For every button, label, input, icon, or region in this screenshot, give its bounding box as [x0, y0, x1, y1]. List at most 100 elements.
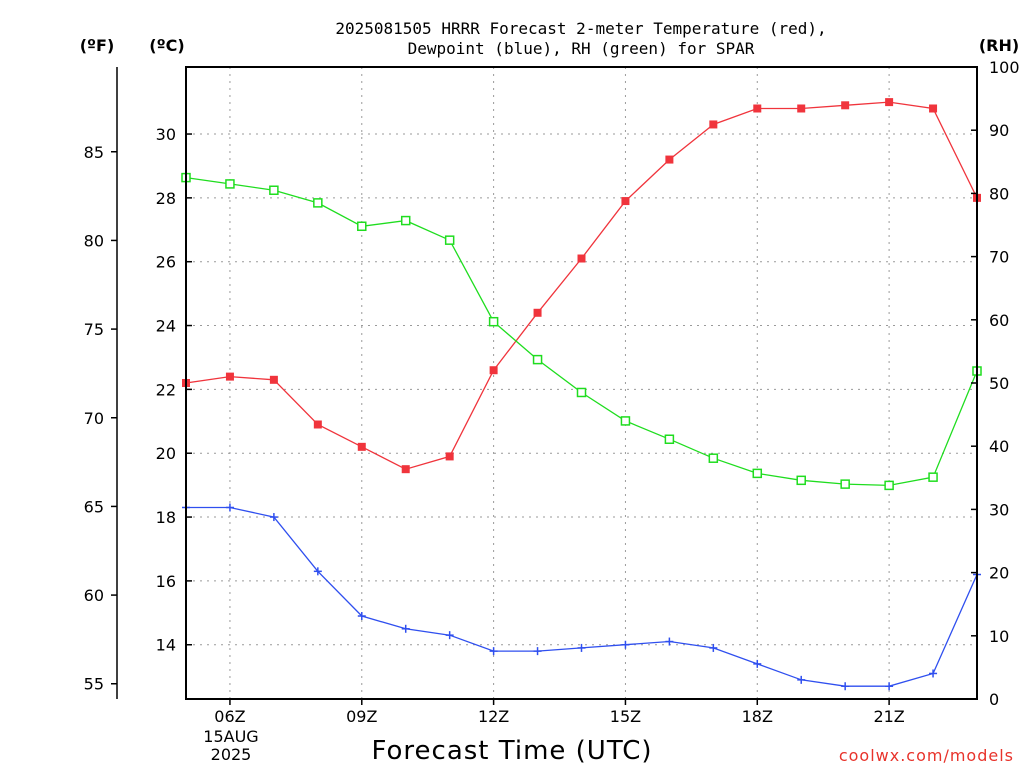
temperature-point — [621, 197, 630, 206]
rh-point — [884, 480, 894, 491]
rh-tick-label: 60 — [989, 311, 1009, 330]
dewpoint-point — [357, 612, 366, 621]
rh-point — [840, 479, 850, 489]
temperature-point — [489, 366, 498, 375]
rh-point — [532, 354, 543, 365]
rh-point — [400, 215, 411, 226]
dewpoint-point — [225, 503, 234, 512]
celsius-tick-label: 30 — [156, 125, 176, 144]
fahrenheit-unit-label: (ºF) — [80, 36, 115, 55]
rh-tick-label: 40 — [989, 437, 1009, 456]
temperature-point — [357, 442, 366, 451]
grid-layer — [186, 67, 977, 699]
fahrenheit-tick-label: 70 — [84, 409, 104, 428]
rh-point — [796, 475, 806, 486]
dewpoint-point — [709, 643, 718, 652]
rh-point — [928, 472, 938, 482]
rh-tick-label: 0 — [989, 690, 999, 709]
x-tick-label: 06Z — [214, 707, 245, 726]
dewpoint-point — [929, 669, 938, 678]
celsius-tick-label: 28 — [156, 189, 176, 208]
rh-tick-label: 80 — [989, 184, 1009, 203]
temperature-series-line — [185, 101, 978, 470]
credit-label: coolwx.com/models — [839, 746, 1014, 765]
temperature-point — [841, 101, 850, 110]
temperature-point — [753, 104, 762, 113]
dewpoint-point — [577, 643, 586, 652]
rh-tick-label: 20 — [989, 564, 1009, 583]
rh-tick-label: 50 — [989, 374, 1009, 393]
celsius-unit-label: (ºC) — [149, 36, 184, 55]
rh-point — [620, 416, 631, 426]
rh-point — [269, 185, 279, 195]
rh-unit-label: (RH) — [979, 36, 1019, 55]
celsius-tick-label: 22 — [156, 380, 176, 399]
temperature-point — [709, 120, 718, 129]
celsius-tick-label: 24 — [156, 317, 176, 336]
date-label-day: 15AUG — [203, 727, 258, 746]
dewpoint-point — [797, 675, 806, 684]
dewpoint-point — [621, 640, 630, 649]
chart-title-line2: Dewpoint (blue), RH (green) for SPAR — [408, 39, 755, 58]
dewpoint-point — [885, 682, 894, 691]
celsius-tick-label: 14 — [156, 636, 176, 655]
fahrenheit-tick-label: 80 — [84, 231, 104, 250]
temperature-point — [401, 465, 410, 474]
celsius-tick-label: 16 — [156, 572, 176, 591]
temperature-point — [665, 155, 674, 164]
temperature-point — [577, 254, 586, 263]
dewpoint-point — [665, 637, 674, 646]
rh-point — [225, 179, 235, 189]
fahrenheit-tick-label: 60 — [84, 586, 104, 605]
rh-point — [664, 434, 675, 444]
celsius-tick-label: 18 — [156, 508, 176, 527]
temperature-point — [445, 452, 454, 461]
dewpoint-point — [841, 682, 850, 691]
temperature-point — [797, 104, 806, 113]
axis-layer: 06Z 09Z 12Z 15Z 18Z 21Z 14 16 18 20 22 24 26 28 30 55 60… — [84, 58, 1020, 726]
series-layer — [181, 98, 982, 691]
date-label-year: 2025 — [211, 745, 252, 764]
temperature-point — [533, 308, 542, 317]
dewpoint-series-line — [186, 506, 978, 687]
rh-point — [576, 387, 587, 398]
x-tick-label: 18Z — [742, 707, 773, 726]
dewpoint-point — [533, 647, 542, 656]
fahrenheit-tick-label: 75 — [84, 320, 104, 339]
rh-point — [444, 235, 455, 245]
dewpoint-point — [489, 647, 498, 656]
dewpoint-point — [313, 567, 322, 576]
rh-series-line — [185, 176, 978, 487]
rh-tick-label: 10 — [989, 627, 1009, 646]
chart-title-line1: 2025081505 HRRR Forecast 2-meter Tempera… — [335, 19, 826, 38]
rh-point — [752, 468, 763, 479]
x-tick-label: 15Z — [610, 707, 641, 726]
dewpoint-point — [753, 659, 762, 668]
rh-tick-label: 70 — [989, 248, 1009, 267]
celsius-tick-label: 26 — [156, 253, 176, 272]
rh-point — [488, 316, 499, 327]
x-tick-label: 09Z — [346, 707, 377, 726]
fahrenheit-tick-label: 65 — [84, 497, 104, 516]
dewpoint-point — [445, 631, 454, 640]
temperature-point — [313, 420, 322, 429]
rh-point — [313, 198, 323, 208]
temperature-point — [929, 104, 938, 113]
celsius-tick-label: 20 — [156, 444, 176, 463]
dewpoint-point — [401, 624, 410, 633]
x-tick-label: 21Z — [873, 707, 904, 726]
plot-frame — [185, 66, 978, 700]
rh-tick-label: 30 — [989, 500, 1009, 519]
rh-point — [357, 221, 367, 232]
rh-tick-label: 100 — [989, 58, 1020, 77]
temperature-point — [269, 375, 278, 384]
temperature-point — [885, 98, 894, 107]
rh-tick-label: 90 — [989, 121, 1009, 140]
dewpoint-point — [269, 513, 278, 522]
fahrenheit-tick-label: 55 — [84, 675, 104, 694]
temperature-point — [225, 372, 234, 381]
x-tick-label: 12Z — [478, 707, 509, 726]
x-axis-label: Forecast Time (UTC) — [371, 736, 652, 766]
fahrenheit-tick-label: 85 — [84, 143, 104, 162]
